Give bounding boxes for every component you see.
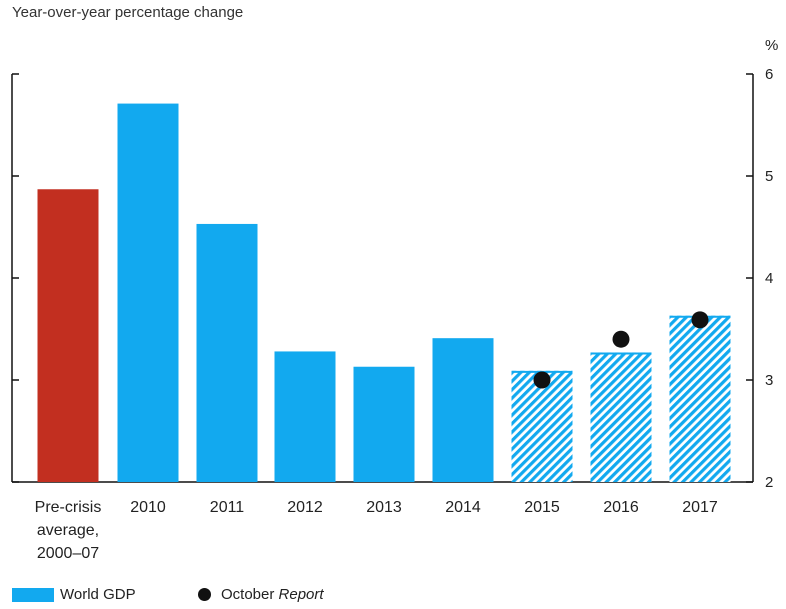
bar-world-gdp bbox=[274, 351, 336, 482]
october-report-point bbox=[533, 371, 551, 389]
bar-world-gdp bbox=[117, 103, 179, 482]
y-tick-label: 5 bbox=[765, 168, 773, 185]
x-tick-label: 2013 bbox=[366, 499, 402, 516]
october-report-point bbox=[691, 311, 709, 329]
x-tick-label: 2016 bbox=[603, 499, 639, 516]
bar-world-gdp bbox=[353, 366, 415, 482]
x-tick-label: 2014 bbox=[445, 499, 481, 516]
bar-world-gdp bbox=[432, 338, 494, 482]
y-tick-label: 4 bbox=[765, 270, 773, 287]
legend-world-gdp: World GDP bbox=[12, 586, 136, 603]
legend-label-world-gdp: World GDP bbox=[60, 586, 136, 603]
x-tick-label: 2000–07 bbox=[37, 545, 99, 562]
bar-world-gdp bbox=[196, 223, 258, 482]
legend-dot-october-report bbox=[198, 588, 211, 601]
x-tick-label: average, bbox=[37, 522, 99, 539]
x-tick-label: 2011 bbox=[210, 499, 245, 516]
y-axis-unit: % bbox=[765, 37, 778, 54]
legend-october-report: October Report bbox=[198, 586, 324, 603]
x-tick-label: 2012 bbox=[287, 499, 323, 516]
chart-subtitle: Year-over-year percentage change bbox=[12, 4, 244, 21]
x-tick-label: 2017 bbox=[682, 499, 718, 516]
x-tick-label: 2010 bbox=[130, 499, 166, 516]
october-report-point bbox=[612, 330, 630, 348]
y-tick-label: 2 bbox=[765, 474, 773, 491]
bar-world-gdp bbox=[590, 352, 652, 482]
legend-swatch-world-gdp bbox=[12, 587, 54, 602]
legend-label-october-italic: Report bbox=[278, 586, 324, 603]
bar-pre-crisis bbox=[37, 189, 99, 482]
bar-world-gdp bbox=[511, 370, 573, 482]
legend-label-october-prefix: October bbox=[221, 586, 275, 603]
y-tick-label: 6 bbox=[765, 66, 773, 83]
bar-chart: % 2 3 4 5 6 Pre-crisis average, 2000–07 2010 2011 2… bbox=[11, 37, 778, 562]
x-tick-label: Pre-crisis bbox=[35, 499, 102, 516]
x-tick-label: 2015 bbox=[524, 499, 560, 516]
y-tick-label: 3 bbox=[765, 372, 773, 389]
bar-world-gdp bbox=[669, 315, 731, 482]
legend-label-october-report: October Report bbox=[221, 586, 324, 603]
